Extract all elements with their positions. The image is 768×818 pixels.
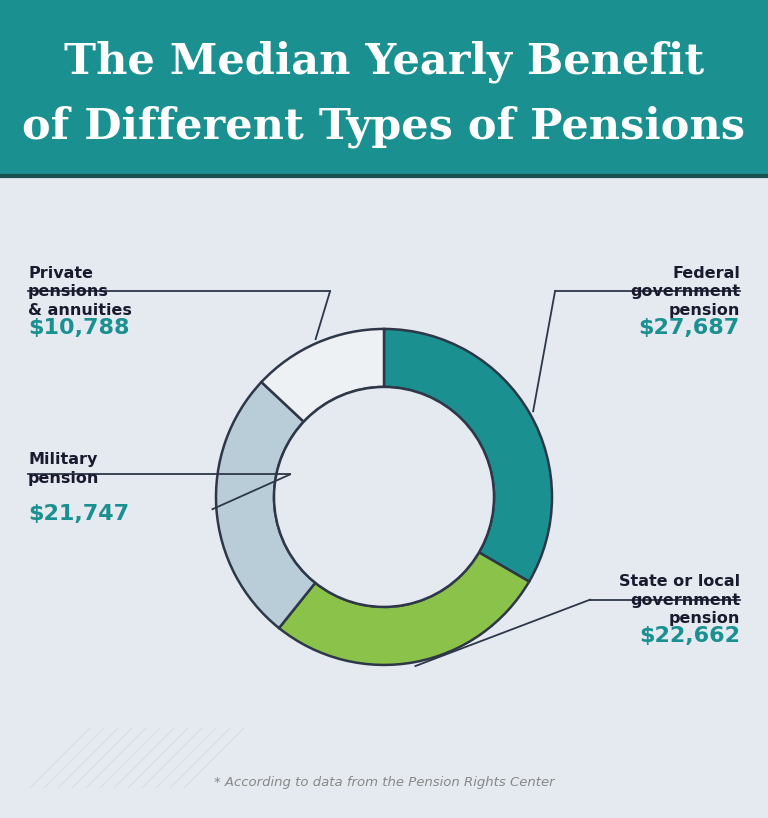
Text: of Different Types of Pensions: of Different Types of Pensions (22, 106, 746, 148)
Text: $22,662: $22,662 (639, 626, 740, 646)
Wedge shape (261, 329, 384, 422)
Wedge shape (279, 552, 529, 665)
Text: Federal
government
pension: Federal government pension (630, 266, 740, 318)
Text: $27,687: $27,687 (639, 317, 740, 338)
Text: Military
pension: Military pension (28, 452, 99, 486)
Text: $10,788: $10,788 (28, 317, 130, 338)
Text: Private
pensions
& annuities: Private pensions & annuities (28, 266, 132, 318)
Wedge shape (384, 329, 552, 582)
Text: The Median Yearly Benefit: The Median Yearly Benefit (64, 40, 704, 83)
Text: State or local
government
pension: State or local government pension (619, 574, 740, 627)
Wedge shape (216, 382, 315, 628)
Circle shape (274, 387, 494, 607)
Text: * According to data from the Pension Rights Center: * According to data from the Pension Rig… (214, 776, 554, 789)
Text: $21,747: $21,747 (28, 504, 129, 524)
